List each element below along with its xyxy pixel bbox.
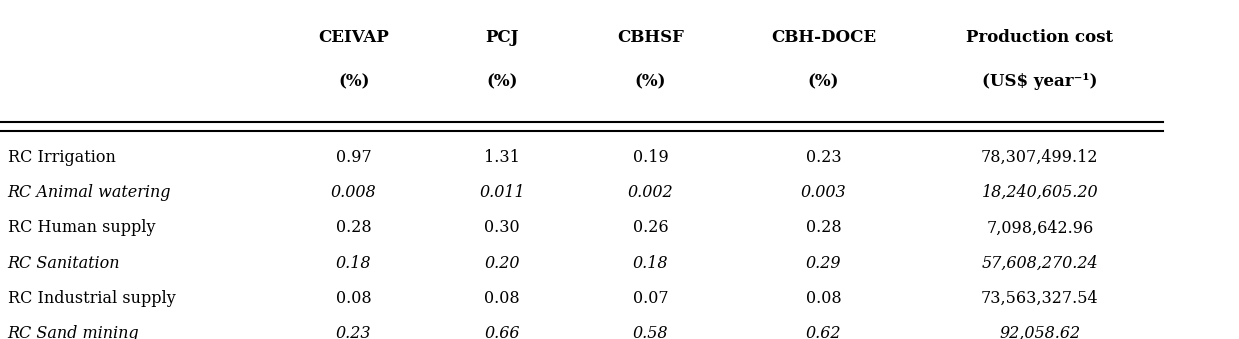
- Text: CBH-DOCE: CBH-DOCE: [771, 28, 876, 46]
- Text: RC Industrial supply: RC Industrial supply: [7, 290, 176, 307]
- Text: RC Animal watering: RC Animal watering: [7, 184, 171, 201]
- Text: 0.19: 0.19: [633, 149, 668, 166]
- Text: (%): (%): [808, 73, 839, 90]
- Text: 0.07: 0.07: [633, 290, 668, 307]
- Text: (%): (%): [338, 73, 369, 90]
- Text: 0.62: 0.62: [805, 325, 841, 339]
- Text: 57,608,270.24: 57,608,270.24: [981, 255, 1098, 272]
- Text: CEIVAP: CEIVAP: [318, 28, 389, 46]
- Text: RC Human supply: RC Human supply: [7, 219, 155, 236]
- Text: 0.003: 0.003: [800, 184, 846, 201]
- Text: 18,240,605.20: 18,240,605.20: [981, 184, 1098, 201]
- Text: Production cost: Production cost: [966, 28, 1114, 46]
- Text: 0.58: 0.58: [633, 325, 668, 339]
- Text: 7,098,642.96: 7,098,642.96: [986, 219, 1094, 236]
- Text: 0.008: 0.008: [331, 184, 377, 201]
- Text: 0.23: 0.23: [805, 149, 841, 166]
- Text: 0.011: 0.011: [479, 184, 525, 201]
- Text: 92,058.62: 92,058.62: [999, 325, 1080, 339]
- Text: 73,563,327.54: 73,563,327.54: [981, 290, 1099, 307]
- Text: RC Sand mining: RC Sand mining: [7, 325, 139, 339]
- Text: 0.28: 0.28: [336, 219, 372, 236]
- Text: 0.08: 0.08: [805, 290, 841, 307]
- Text: 0.30: 0.30: [484, 219, 520, 236]
- Text: 78,307,499.12: 78,307,499.12: [981, 149, 1099, 166]
- Text: CBHSF: CBHSF: [617, 28, 684, 46]
- Text: 0.23: 0.23: [336, 325, 372, 339]
- Text: RC Irrigation: RC Irrigation: [7, 149, 115, 166]
- Text: 0.28: 0.28: [805, 219, 841, 236]
- Text: 0.20: 0.20: [484, 255, 520, 272]
- Text: 0.08: 0.08: [336, 290, 372, 307]
- Text: 1.31: 1.31: [484, 149, 520, 166]
- Text: 0.29: 0.29: [805, 255, 841, 272]
- Text: 0.08: 0.08: [484, 290, 520, 307]
- Text: (%): (%): [487, 73, 518, 90]
- Text: 0.97: 0.97: [336, 149, 372, 166]
- Text: (US$ year⁻¹): (US$ year⁻¹): [983, 73, 1098, 90]
- Text: PCJ: PCJ: [486, 28, 519, 46]
- Text: 0.18: 0.18: [633, 255, 668, 272]
- Text: 0.66: 0.66: [484, 325, 520, 339]
- Text: 0.18: 0.18: [336, 255, 372, 272]
- Text: RC Sanitation: RC Sanitation: [7, 255, 120, 272]
- Text: (%): (%): [634, 73, 667, 90]
- Text: 0.26: 0.26: [633, 219, 668, 236]
- Text: 0.002: 0.002: [628, 184, 673, 201]
